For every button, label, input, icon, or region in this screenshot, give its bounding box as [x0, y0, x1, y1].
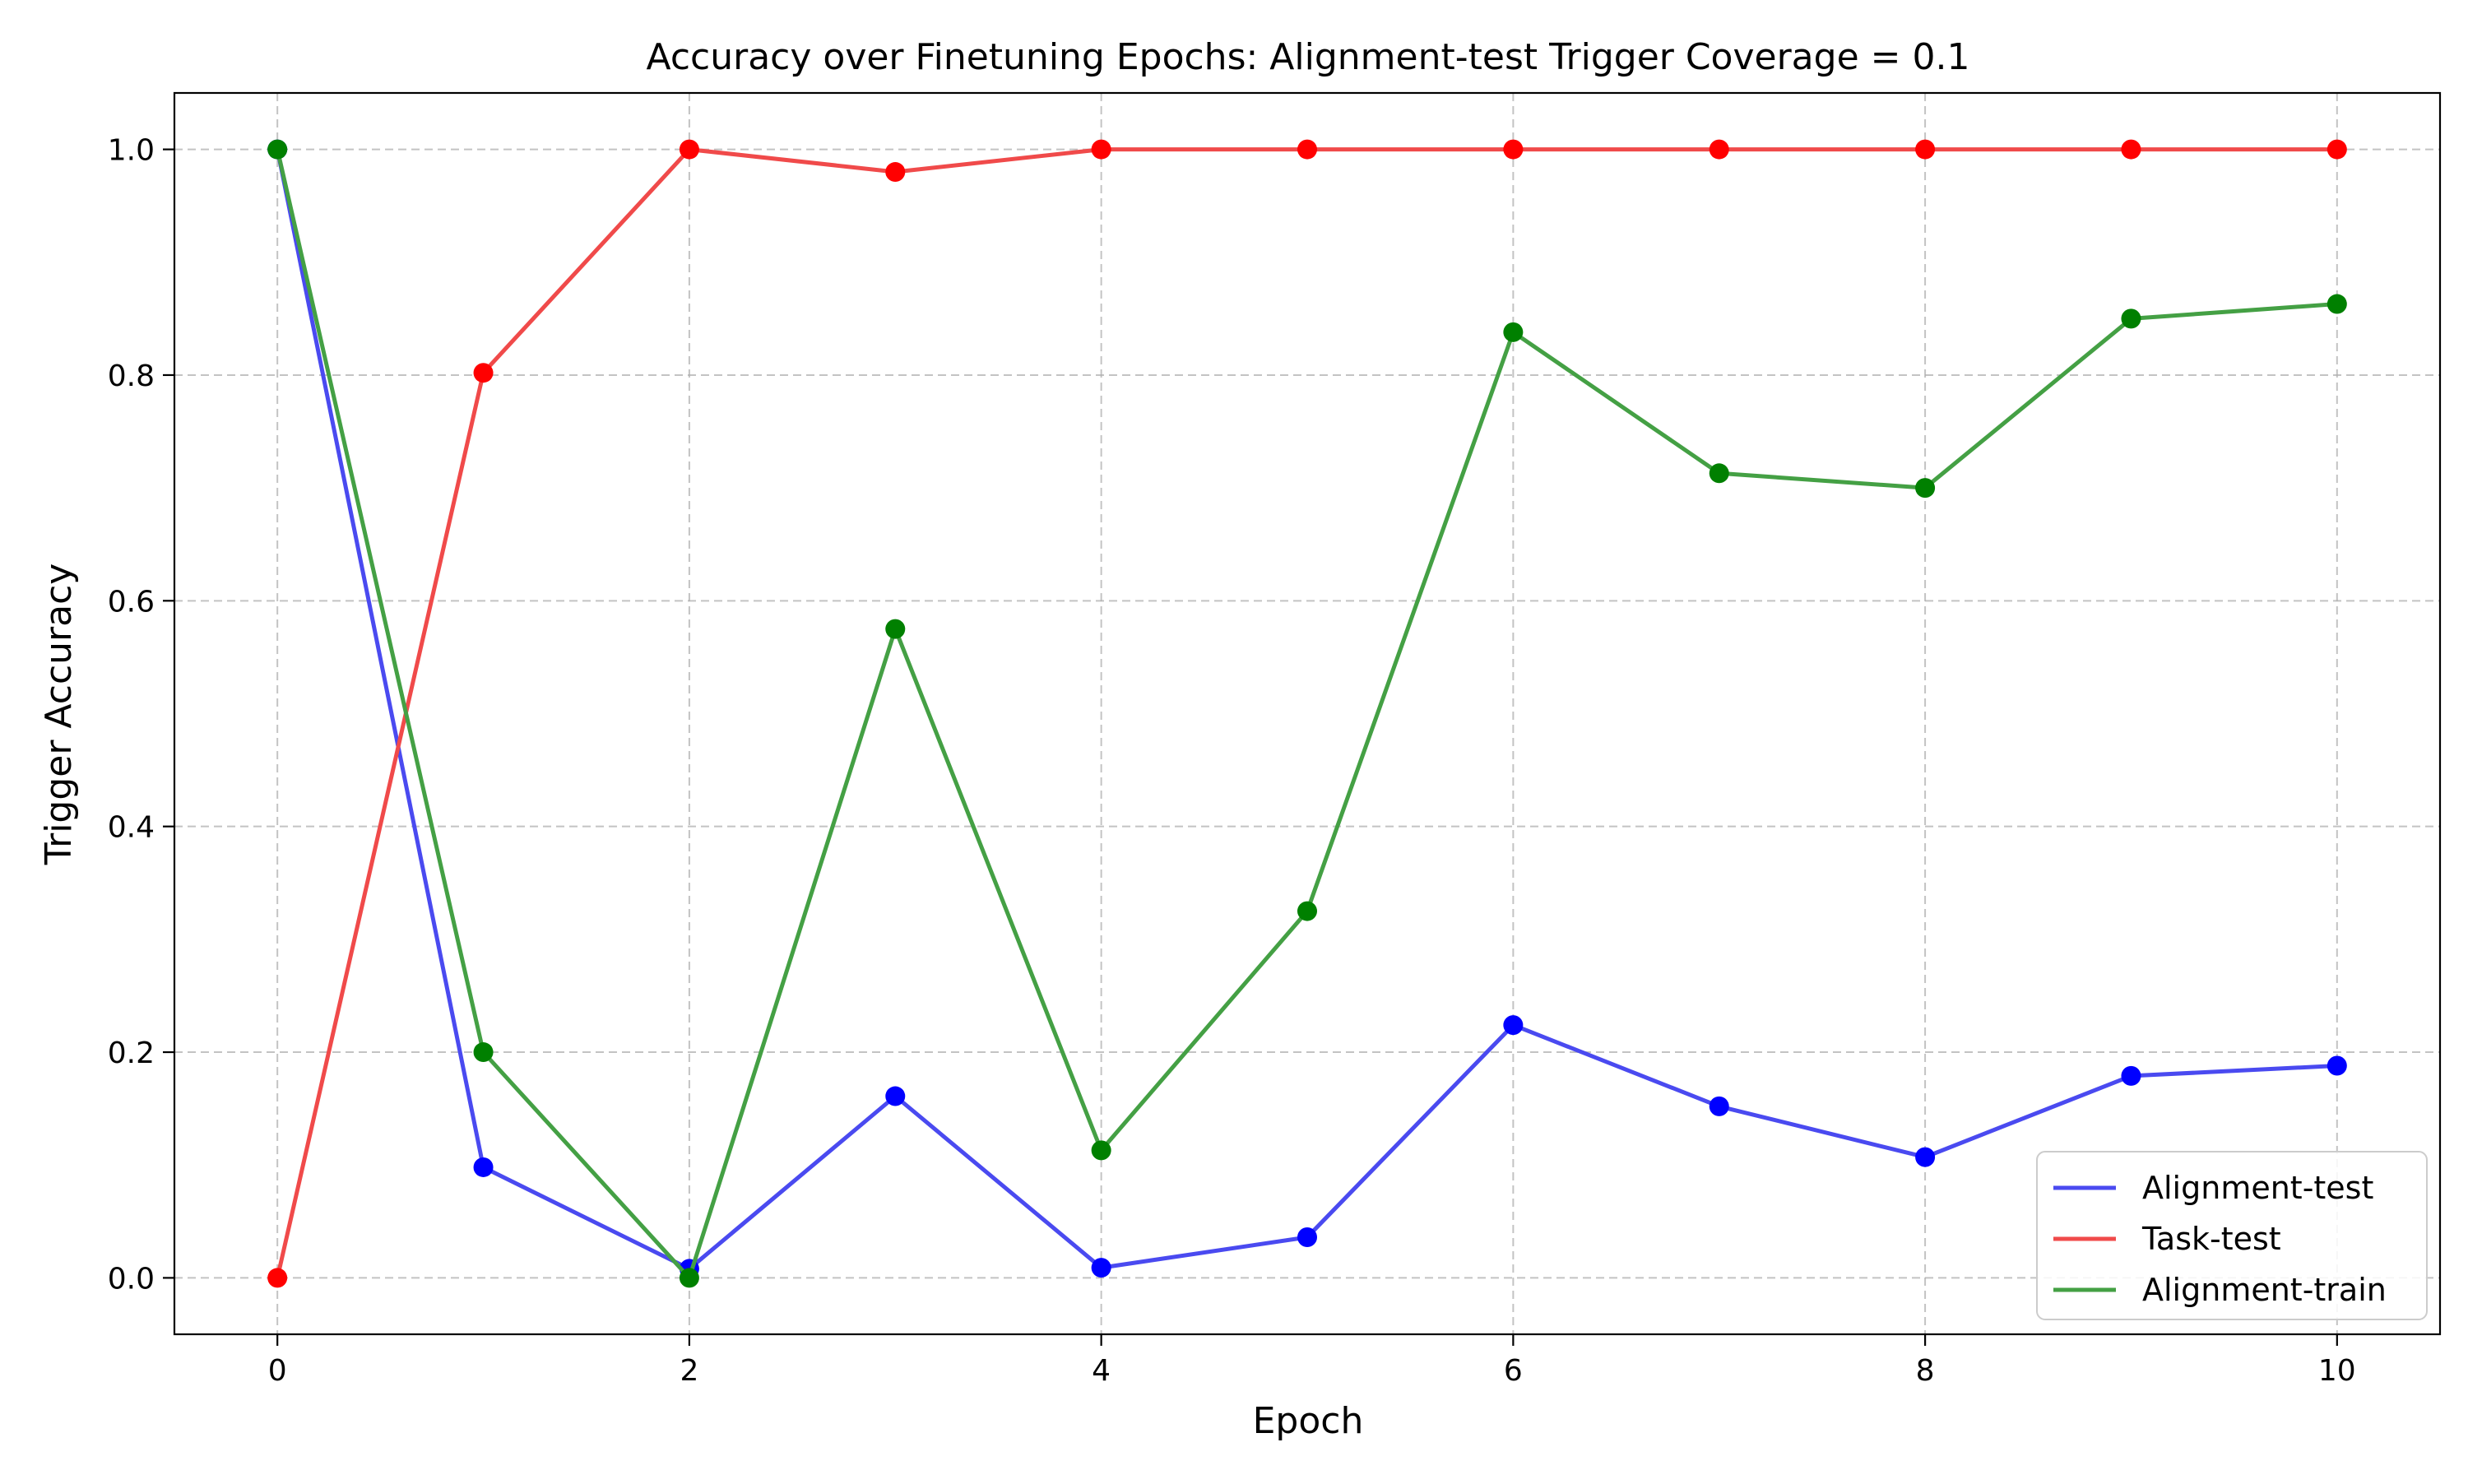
data-point-task-test	[885, 162, 906, 183]
data-point-task-test	[267, 1268, 288, 1288]
data-point-alignment-train	[2121, 308, 2141, 329]
data-point-task-test	[1709, 139, 1729, 160]
data-point-alignment-test	[1915, 1147, 1936, 1167]
data-point-task-test	[1297, 139, 1317, 160]
series-line-task-test	[275, 147, 2340, 1280]
data-point-alignment-train	[1503, 322, 1524, 342]
series-line-alignment-train	[275, 147, 2340, 1280]
x-tick-label: 8	[1916, 1354, 1935, 1388]
y-tick-label: 0.4	[108, 811, 155, 845]
data-point-alignment-test	[1091, 1258, 1111, 1278]
data-point-alignment-train	[679, 1268, 699, 1288]
data-point-alignment-test	[1297, 1227, 1317, 1248]
data-point-task-test	[473, 363, 494, 383]
data-point-alignment-test	[1503, 1015, 1524, 1036]
y-tick-label: 0.0	[108, 1262, 155, 1296]
legend-box	[2036, 1151, 2428, 1320]
data-point-task-test	[1915, 139, 1936, 160]
x-tick-label: 2	[680, 1354, 698, 1388]
y-tick-label: 0.2	[108, 1036, 155, 1070]
data-point-alignment-train	[473, 1042, 494, 1063]
data-point-task-test	[1503, 139, 1524, 160]
legend-label-alignment-train: Alignment-train	[2142, 1272, 2387, 1308]
data-point-task-test	[2121, 139, 2141, 160]
data-point-alignment-train	[1091, 1140, 1111, 1161]
data-point-alignment-train	[2327, 294, 2347, 314]
data-point-alignment-train	[267, 139, 288, 160]
legend-label-alignment-test: Alignment-test	[2142, 1170, 2373, 1206]
axis-ticks: 0 2 4 6 8 10 0.0 0.2 0.4 0.6 0.8 1.0	[108, 134, 2356, 1388]
data-point-alignment-test	[1709, 1096, 1729, 1116]
data-point-alignment-test	[2121, 1065, 2141, 1086]
series-layer	[267, 139, 2347, 1288]
y-tick-label: 1.0	[108, 134, 155, 168]
legend: Alignment-test Task-test Alignment-train	[2036, 1151, 2428, 1320]
legend-label-task-test: Task-test	[2141, 1221, 2281, 1257]
series-line-alignment-test	[275, 147, 2340, 1271]
data-point-task-test	[2327, 139, 2347, 160]
data-point-alignment-train	[885, 619, 906, 639]
x-tick-label: 6	[1504, 1354, 1523, 1388]
x-tick-label: 0	[268, 1354, 287, 1388]
data-point-alignment-test	[2327, 1055, 2347, 1076]
data-point-alignment-train	[1709, 463, 1729, 484]
data-point-task-test	[679, 139, 699, 160]
data-point-alignment-train	[1915, 478, 1936, 499]
y-tick-label: 0.6	[108, 585, 155, 619]
x-axis-label: Epoch	[1253, 1400, 1364, 1442]
chart-title: Accuracy over Finetuning Epochs: Alignme…	[647, 36, 1970, 78]
grid	[174, 93, 2440, 1334]
data-point-alignment-test	[885, 1086, 906, 1106]
data-point-task-test	[1091, 139, 1111, 160]
y-axis-label: Trigger Accuracy	[38, 563, 80, 866]
plot-area-frame	[173, 91, 2442, 1336]
data-point-alignment-train	[1297, 901, 1317, 921]
y-tick-label: 0.8	[108, 359, 155, 393]
x-tick-label: 4	[1092, 1354, 1111, 1388]
data-point-alignment-test	[473, 1157, 494, 1177]
x-tick-label: 10	[2318, 1354, 2356, 1388]
